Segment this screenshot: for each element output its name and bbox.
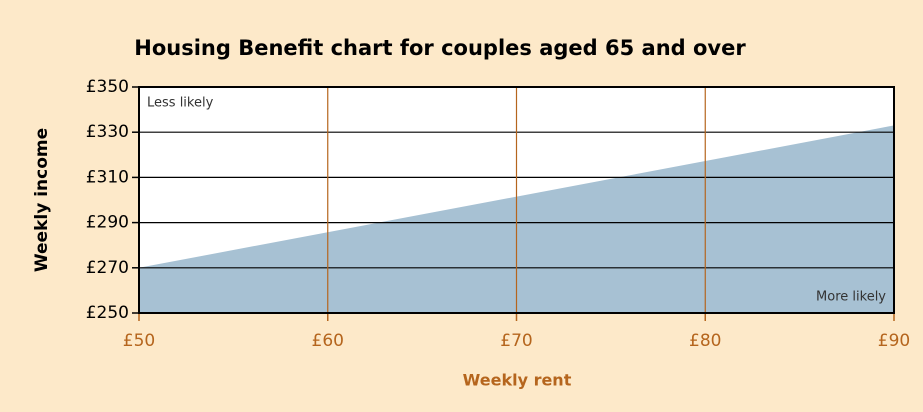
- x-tick-label: £80: [689, 331, 721, 351]
- x-axis-label: Weekly rent: [463, 371, 572, 390]
- x-tick-label: £60: [312, 331, 344, 351]
- chart-title: Housing Benefit chart for couples aged 6…: [134, 36, 746, 60]
- y-tick-label: £270: [86, 258, 129, 278]
- y-tick-label: £250: [86, 303, 129, 323]
- annotation: Less likely: [147, 96, 214, 111]
- annotation: More likely: [816, 290, 886, 305]
- y-tick-label: £330: [86, 122, 129, 142]
- y-tick-label: £350: [86, 77, 129, 97]
- y-tick-label: £290: [86, 213, 129, 233]
- plot-border: [138, 86, 895, 314]
- x-tick-label: £90: [878, 331, 910, 351]
- y-tick-label: £310: [86, 167, 129, 187]
- x-tick-label: £70: [500, 331, 532, 351]
- y-axis-label: Weekly income: [32, 128, 52, 272]
- x-tick-label: £50: [123, 331, 155, 351]
